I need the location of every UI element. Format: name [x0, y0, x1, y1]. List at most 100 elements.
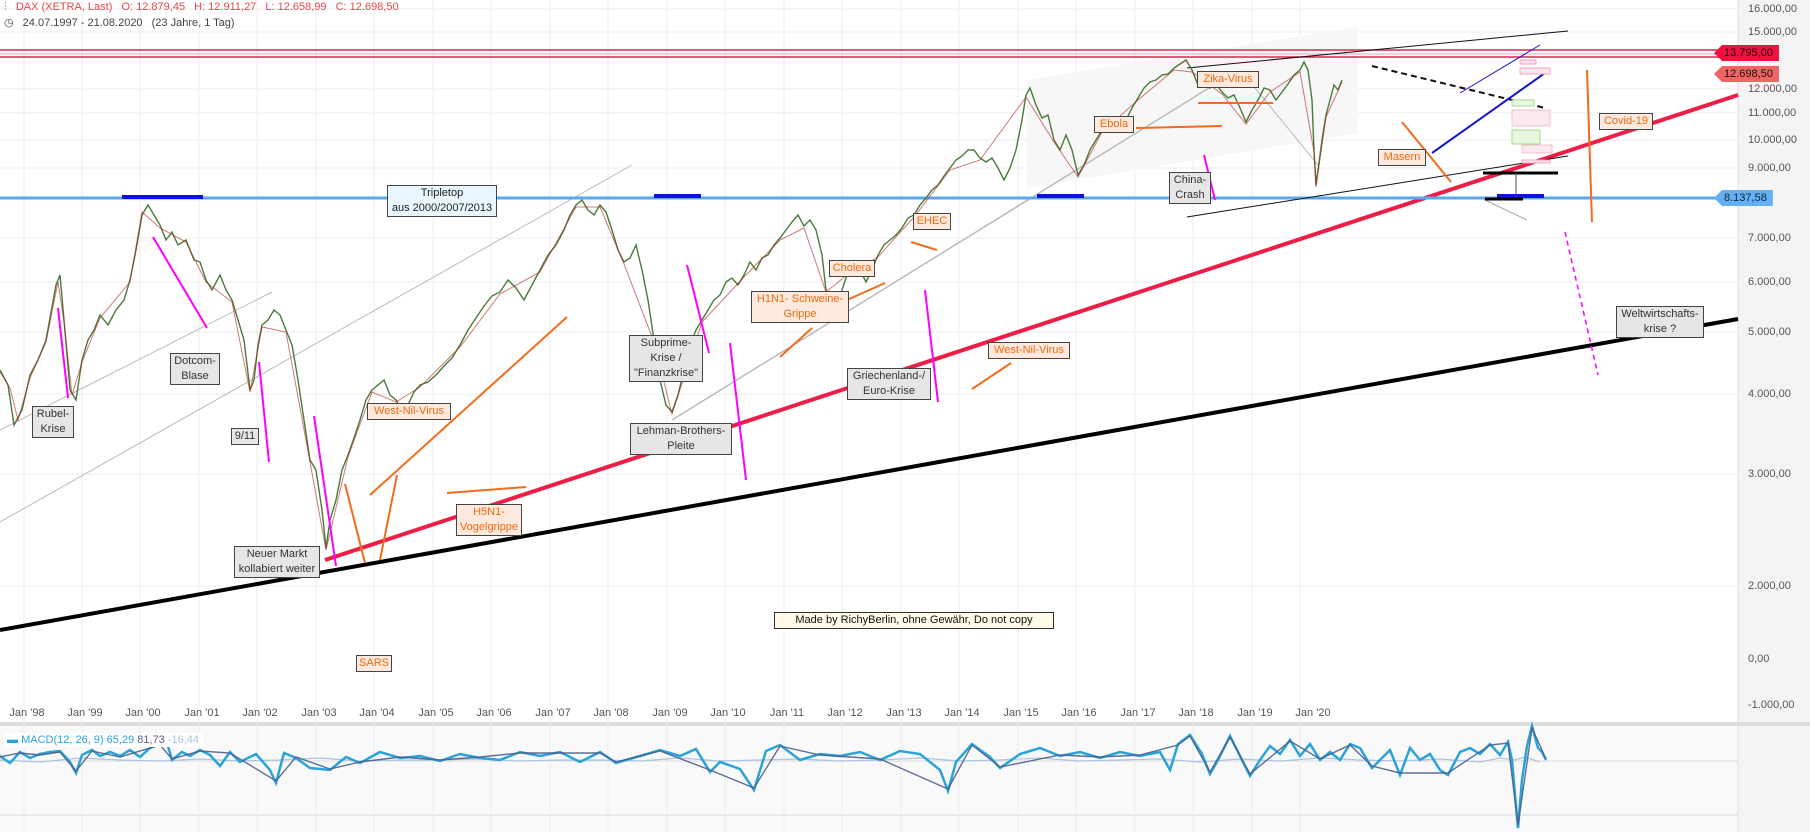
macd-histogram-value: -16,44: [167, 734, 200, 746]
note-west-nil-virus-2012[interactable]: West-Nil-Virus: [988, 342, 1070, 359]
note-line: Subprime-: [640, 337, 692, 349]
x-axis-label: Jan '07: [535, 707, 571, 719]
note-dotcom-blase[interactable]: Dotcom- Blase: [170, 353, 220, 385]
note-west-nil-virus-2003[interactable]: West-Nil-Virus: [367, 403, 451, 420]
note-line: Masern: [1383, 151, 1421, 163]
note-line: West-Nil-Virus: [994, 344, 1064, 356]
y-axis-panel[interactable]: [1738, 0, 1810, 832]
high-value: H: 12.911,27: [194, 1, 257, 13]
x-axis-label: Jan '13: [886, 707, 922, 719]
trend-channel: [1186, 30, 1569, 218]
note-line: Tripletop: [420, 187, 464, 199]
instrument-header: ⫶ DAX (XETRA, Last) O: 12.879,45 H: 12.9…: [4, 1, 405, 14]
note-line: H5N1-: [473, 506, 505, 518]
date-range[interactable]: 24.07.1997 - 21.08.2020: [22, 17, 143, 29]
y-axis-label: 15.000,00: [1748, 26, 1797, 38]
y-axis-label: 3.000,00: [1748, 468, 1791, 480]
note-line: SARS: [359, 657, 389, 669]
x-axis-label: Jan '00: [125, 707, 161, 719]
support-price-tag[interactable]: 8.137,58: [1714, 190, 1773, 206]
note-line: Ebola: [1099, 118, 1129, 130]
note-h5n1-vogelgrippe[interactable]: H5N1- Vogelgrippe: [456, 504, 522, 536]
y-axis-label: 4.000,00: [1748, 388, 1791, 400]
note-covid-19[interactable]: Covid-19: [1599, 113, 1653, 130]
note-line: Rubel-: [36, 408, 70, 420]
instrument-name[interactable]: DAX (XETRA, Last): [15, 1, 113, 13]
note-weltwirtschaftskrise[interactable]: Weltwirtschafts- krise ?: [1616, 306, 1704, 338]
y-axis-label: 7.000,00: [1748, 232, 1791, 244]
note-cholera[interactable]: Cholera: [829, 260, 875, 277]
note-griechenland-euro-krise[interactable]: Griechenland-/ Euro-Krise: [847, 368, 931, 400]
macd-y-label: -1.000,00: [1748, 699, 1795, 711]
macd-signal-value: 81,73: [137, 734, 165, 746]
note-line: Dotcom-: [174, 355, 216, 367]
y-axis-label: 16.000,00: [1748, 3, 1797, 15]
note-line: West-Nil-Virus: [374, 405, 444, 417]
blue-uptrend-lower: [1431, 72, 1546, 154]
x-axis-label: Jan '04: [359, 707, 395, 719]
note-line: Covid-19: [1603, 115, 1649, 127]
volume-profile-boxes: [1511, 59, 1553, 164]
macd-panel: [0, 722, 1738, 832]
note-rubel-krise[interactable]: Rubel- Krise: [32, 406, 74, 438]
note-masern[interactable]: Masern: [1378, 149, 1426, 166]
note-subprime-krise[interactable]: Subprime- Krise / "Finanzkrise": [629, 335, 703, 382]
macd-label: MACD(12, 26, 9): [21, 734, 104, 746]
macd-y-label: 0,00: [1748, 653, 1770, 665]
x-axis-label: Jan '06: [476, 707, 512, 719]
note-china-crash[interactable]: China- Crash: [1169, 172, 1211, 204]
note-credit[interactable]: Made by RichyBerlin, ohne Gewähr, Do not…: [774, 612, 1054, 629]
x-axis-label: Jan '12: [827, 707, 863, 719]
note-line: Zika-Virus: [1203, 73, 1253, 85]
close-value: C: 12.698,50: [335, 1, 399, 13]
x-axis-label: Jan '09: [652, 707, 688, 719]
x-axis-label: Jan '15: [1003, 707, 1039, 719]
note-line: Made by RichyBerlin, ohne Gewähr, Do not…: [795, 614, 1033, 626]
note-neuer-markt[interactable]: Neuer Markt kollabiert weiter: [234, 546, 320, 578]
macd-value: 65,29: [106, 734, 135, 746]
duration: (23 Jahre, 1 Tag): [151, 17, 235, 29]
note-sars[interactable]: SARS: [356, 655, 392, 672]
x-axis-label: Jan '16: [1061, 707, 1097, 719]
x-axis-label: Jan '05: [418, 707, 454, 719]
x-axis-label: Jan '08: [593, 707, 629, 719]
x-axis-label: Jan '20: [1295, 707, 1331, 719]
y-axis-label: 12.000,00: [1748, 83, 1797, 95]
note-line: Griechenland-/: [852, 370, 926, 382]
note-ebola[interactable]: Ebola: [1094, 116, 1134, 133]
note-line: Cholera: [832, 262, 872, 274]
note-line: "Finanzkrise": [633, 367, 699, 379]
note-line: Crash: [1175, 189, 1205, 201]
open-value: O: 12.879,45: [121, 1, 186, 13]
macd-legend[interactable]: ▬ MACD(12, 26, 9) 65,29 81,73 -16,44: [4, 733, 203, 747]
black-long-term-trendline[interactable]: [0, 317, 1739, 632]
note-h1n1-schweinegrippe[interactable]: H1N1- Schweine- Grippe: [751, 291, 849, 323]
dax-price-series[interactable]: [0, 59, 1343, 549]
note-lehman-brothers[interactable]: Lehman-Brothers- Pleite: [630, 423, 732, 455]
macd-chart[interactable]: [0, 721, 1548, 829]
x-axis-label: Jan '98: [9, 707, 45, 719]
note-line: Pleite: [667, 440, 695, 452]
x-axis-label: Jan '02: [242, 707, 278, 719]
note-line: Krise: [40, 423, 66, 435]
blue-uptrend-upper: [1459, 44, 1541, 94]
x-axis-label: Jan '17: [1120, 707, 1156, 719]
note-zika-virus[interactable]: Zika-Virus: [1197, 71, 1259, 88]
note-line: 9/11: [234, 430, 256, 442]
y-axis-label: 6.000,00: [1748, 276, 1791, 288]
trend-channel-area: [1027, 27, 1358, 188]
y-axis-label: 10.000,00: [1748, 134, 1797, 146]
last-price-tag[interactable]: 12.698,50: [1714, 66, 1779, 82]
note-tripletop[interactable]: Tripletop aus 2000/2007/2013: [387, 185, 497, 217]
crash-marker-lines: [57, 154, 1216, 567]
note-ehec[interactable]: EHEC: [913, 213, 951, 230]
note-line: Krise /: [650, 352, 682, 364]
low-value: L: 12.658,99: [265, 1, 327, 13]
x-axis-label: Jan '19: [1237, 707, 1273, 719]
note-line: Neuer Markt: [246, 548, 308, 560]
y-axis-label: 9.000,00: [1748, 162, 1791, 174]
projected-crash-dashed: [1564, 231, 1599, 376]
resistance-price-tag[interactable]: 13.795,00: [1714, 45, 1779, 61]
note-nine-eleven[interactable]: 9/11: [231, 428, 259, 445]
